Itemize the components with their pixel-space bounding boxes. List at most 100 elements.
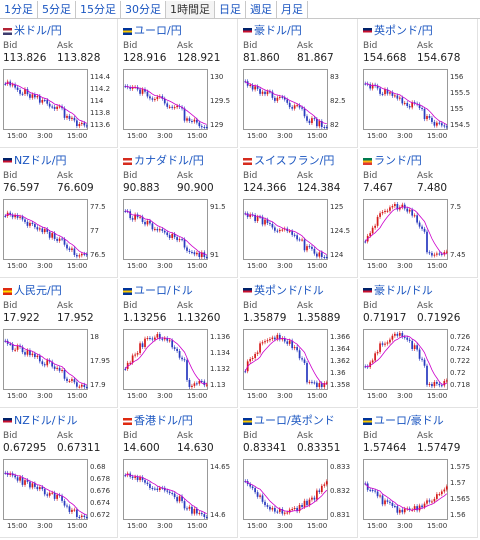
rate-card[interactable]: 人民元/円 Bid Ask 17.922 17.952 18 17.95 17.9 15:00 3… xyxy=(0,279,118,408)
pair-title[interactable]: NZドル/ドル xyxy=(3,412,77,428)
candle xyxy=(188,506,191,509)
ask-label: Ask xyxy=(297,431,314,441)
pair-name[interactable]: ユーロ/円 xyxy=(134,24,182,37)
chart-frame xyxy=(363,69,448,130)
pair-title[interactable]: 香港ドル/円 xyxy=(123,412,193,428)
au-flag-icon xyxy=(363,287,372,295)
pair-name[interactable]: ユーロ/豪ドル xyxy=(374,414,444,427)
pair-title[interactable]: ユーロ/豪ドル xyxy=(363,412,444,428)
rate-card[interactable]: NZドル/ドル Bid Ask 0.67295 0.67311 0.68 0.678 0.67… xyxy=(0,409,118,538)
rate-card[interactable]: ユーロ/ドル Bid Ask 1.13256 1.13260 1.136 1.134 1.13… xyxy=(120,279,238,408)
pair-title[interactable]: スイスフラン/円 xyxy=(243,152,334,168)
pair-name[interactable]: 豪ドル/円 xyxy=(254,24,302,37)
y-tick-label: 1.366 xyxy=(330,333,351,341)
candle xyxy=(149,220,151,224)
candle xyxy=(413,215,416,217)
candle xyxy=(269,223,271,225)
rate-card[interactable]: 英ポンド/ドル Bid Ask 1.35879 1.35889 1.366 1.364 1.3… xyxy=(240,279,358,408)
rate-card[interactable]: ランド/円 Bid Ask 7.467 7.480 7.5 7.45 15:00 3:00 15:… xyxy=(360,149,478,278)
candle xyxy=(19,216,21,218)
pair-title[interactable]: 米ドル/円 xyxy=(3,22,62,38)
tab-2[interactable]: 5分足 xyxy=(38,1,76,18)
pair-title[interactable]: ユーロ/ドル xyxy=(123,282,193,298)
candle xyxy=(283,512,286,514)
candle xyxy=(76,120,78,127)
tab-1[interactable]: 1分足 xyxy=(0,1,38,18)
tab-6[interactable]: 日足 xyxy=(215,1,246,18)
rate-card[interactable]: ユーロ/豪ドル Bid Ask 1.57464 1.57479 1.575 1.57 1.56… xyxy=(360,409,478,538)
rate-card[interactable]: 米ドル/円 Bid Ask 113.826 113.828 114.4 114.2 114 11… xyxy=(0,19,118,148)
pair-name[interactable]: ユーロ/英ポンド xyxy=(254,414,335,427)
pair-name[interactable]: 英ポンド/円 xyxy=(374,24,433,37)
pair-title[interactable]: ユーロ/円 xyxy=(123,22,182,38)
candle xyxy=(286,512,289,514)
candle xyxy=(4,472,7,474)
pair-name[interactable]: カナダドル/円 xyxy=(134,154,204,167)
pair-name[interactable]: ユーロ/ドル xyxy=(134,284,193,297)
pair-title[interactable]: カナダドル/円 xyxy=(123,152,204,168)
pair-name[interactable]: 英ポンド/ドル xyxy=(254,284,324,297)
tab-5[interactable]: 1時間足 xyxy=(166,1,215,18)
pair-title[interactable]: 人民元/円 xyxy=(3,282,62,298)
pair-title[interactable]: ランド/円 xyxy=(363,152,422,168)
candle xyxy=(288,340,291,344)
x-tick-label: 3:00 xyxy=(397,132,413,140)
pair-title[interactable]: 英ポンド/円 xyxy=(363,22,433,38)
pair-name[interactable]: スイスフラン/円 xyxy=(254,154,335,167)
rate-card[interactable]: ユーロ/円 Bid Ask 128.916 128.921 130 129.5 129 15:0… xyxy=(120,19,238,148)
rate-card[interactable]: スイスフラン/円 Bid Ask 124.366 124.384 125 124.5 124 1… xyxy=(240,149,358,278)
ask-label: Ask xyxy=(297,41,314,51)
candle xyxy=(29,350,31,356)
rate-card[interactable]: 豪ドル/ドル Bid Ask 0.71917 0.71926 0.726 0.724 0.72… xyxy=(360,279,478,408)
rate-card[interactable]: ユーロ/英ポンド Bid Ask 0.83341 0.83351 0.833 0.832 0.… xyxy=(240,409,358,538)
candle xyxy=(136,214,139,218)
pair-title[interactable]: 豪ドル/ドル xyxy=(363,282,433,298)
y-tick-label: 156 xyxy=(450,73,464,81)
pair-name[interactable]: 米ドル/円 xyxy=(14,24,62,37)
candle xyxy=(63,370,66,379)
pair-title[interactable]: ユーロ/英ポンド xyxy=(243,412,335,428)
pair-name[interactable]: ランド/円 xyxy=(374,154,422,167)
rate-card[interactable]: カナダドル/円 Bid Ask 90.883 90.900 91.5 91 15:00 3:00… xyxy=(120,149,238,278)
pair-name[interactable]: NZドル/円 xyxy=(14,154,67,167)
pair-name[interactable]: 豪ドル/ドル xyxy=(374,284,433,297)
rate-card[interactable]: 英ポンド/円 Bid Ask 154.668 154.678 156 155.5 155 154… xyxy=(360,19,478,148)
rate-card[interactable]: 豪ドル/円 Bid Ask 81.860 81.867 83 82.5 82 15:00 3:00… xyxy=(240,19,358,148)
rate-card[interactable]: NZドル/円 Bid Ask 76.597 76.609 77.5 77 76.5 15:00 3… xyxy=(0,149,118,278)
tab-4[interactable]: 30分足 xyxy=(121,1,166,18)
pair-name[interactable]: 人民元/円 xyxy=(14,284,62,297)
y-tick-label: 0.676 xyxy=(90,487,111,495)
rate-card[interactable]: 香港ドル/円 Bid Ask 14.600 14.630 14.65 14.6 15:00 3:… xyxy=(120,409,238,538)
candle xyxy=(364,83,367,85)
pair-name[interactable]: 香港ドル/円 xyxy=(134,414,193,427)
pair-title[interactable]: NZドル/円 xyxy=(3,152,66,168)
pair-title[interactable]: 英ポンド/ドル xyxy=(243,282,324,298)
tab-7[interactable]: 週足 xyxy=(246,1,277,18)
candle xyxy=(21,477,24,485)
y-tick-label: 114.4 xyxy=(90,73,111,81)
tab-8[interactable]: 月足 xyxy=(277,1,308,18)
candle xyxy=(318,490,321,492)
tab-3[interactable]: 15分足 xyxy=(76,1,121,18)
candle xyxy=(36,227,39,230)
pair-title[interactable]: 豪ドル/円 xyxy=(243,22,302,38)
candle xyxy=(166,490,169,492)
candle xyxy=(176,237,178,241)
pair-name[interactable]: NZドル/ドル xyxy=(14,414,78,427)
